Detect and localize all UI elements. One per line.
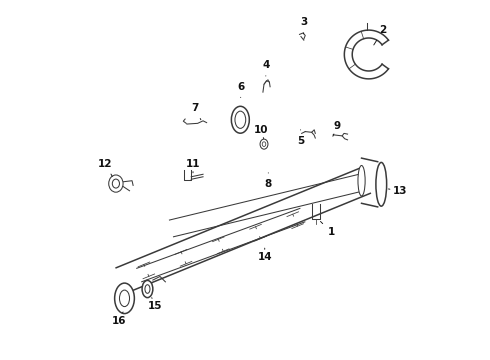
- Text: 7: 7: [191, 103, 201, 120]
- Text: 14: 14: [257, 248, 272, 262]
- Ellipse shape: [145, 285, 150, 293]
- Ellipse shape: [235, 111, 245, 129]
- Polygon shape: [170, 174, 364, 237]
- Ellipse shape: [358, 166, 365, 196]
- Text: 2: 2: [374, 25, 387, 45]
- Text: 13: 13: [389, 186, 407, 196]
- Polygon shape: [137, 208, 305, 282]
- Text: 12: 12: [98, 159, 112, 176]
- Text: 9: 9: [333, 121, 341, 136]
- Ellipse shape: [142, 280, 153, 298]
- Ellipse shape: [120, 290, 129, 307]
- Text: 3: 3: [300, 17, 308, 34]
- Ellipse shape: [231, 106, 249, 133]
- Text: 10: 10: [254, 125, 269, 139]
- Text: 8: 8: [265, 173, 272, 189]
- Ellipse shape: [260, 139, 268, 149]
- Text: 15: 15: [147, 298, 162, 311]
- Polygon shape: [116, 168, 370, 293]
- Ellipse shape: [376, 162, 387, 206]
- Text: 4: 4: [263, 60, 270, 76]
- Text: 5: 5: [297, 130, 304, 145]
- Text: 6: 6: [237, 82, 245, 98]
- Ellipse shape: [115, 283, 134, 314]
- Ellipse shape: [109, 175, 123, 192]
- Text: 1: 1: [320, 221, 335, 237]
- Text: 11: 11: [186, 159, 200, 173]
- Ellipse shape: [262, 142, 266, 147]
- Text: 16: 16: [112, 312, 126, 325]
- Ellipse shape: [112, 179, 120, 188]
